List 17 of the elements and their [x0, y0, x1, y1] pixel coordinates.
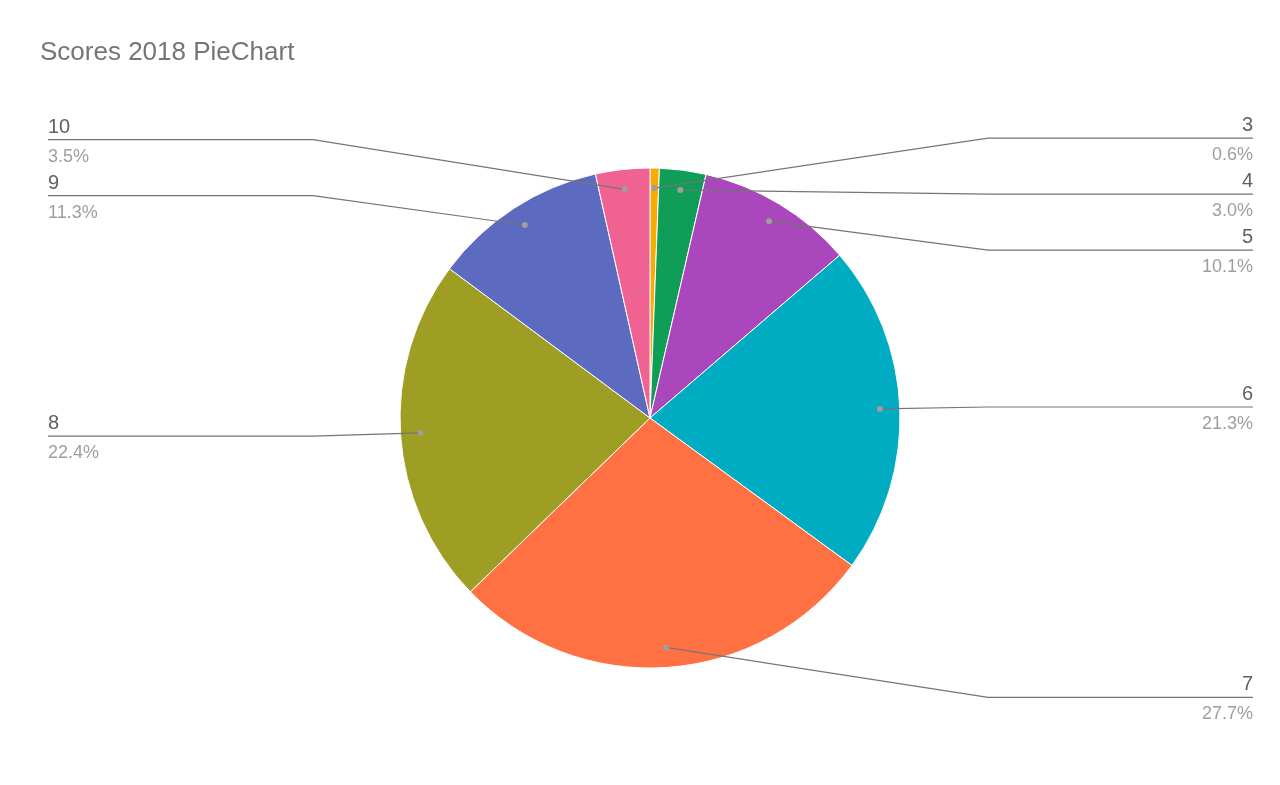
chart-title: Scores 2018 PieChart — [40, 36, 295, 67]
slice-label: 6 — [1241, 382, 1253, 404]
slice-label: 3 — [1241, 113, 1253, 136]
data-label: 3.0% — [1211, 200, 1253, 221]
data-label: 0.6% — [1211, 144, 1253, 165]
slice-label: 9 — [48, 170, 60, 193]
data-label: 11.3% — [48, 201, 98, 222]
data-label: 21.3% — [1201, 413, 1253, 433]
slice-label: 4 — [1241, 169, 1253, 192]
data-label: 27.7% — [1201, 703, 1253, 724]
slice-label: 8 — [48, 411, 60, 434]
slice-label: 10 — [48, 114, 71, 137]
data-label: 10.1% — [1201, 256, 1253, 277]
slice-label: 7 — [1241, 672, 1253, 695]
data-label: 22.4% — [48, 442, 100, 463]
slice-label: 5 — [1241, 225, 1253, 248]
data-label: 3.5% — [48, 145, 90, 166]
